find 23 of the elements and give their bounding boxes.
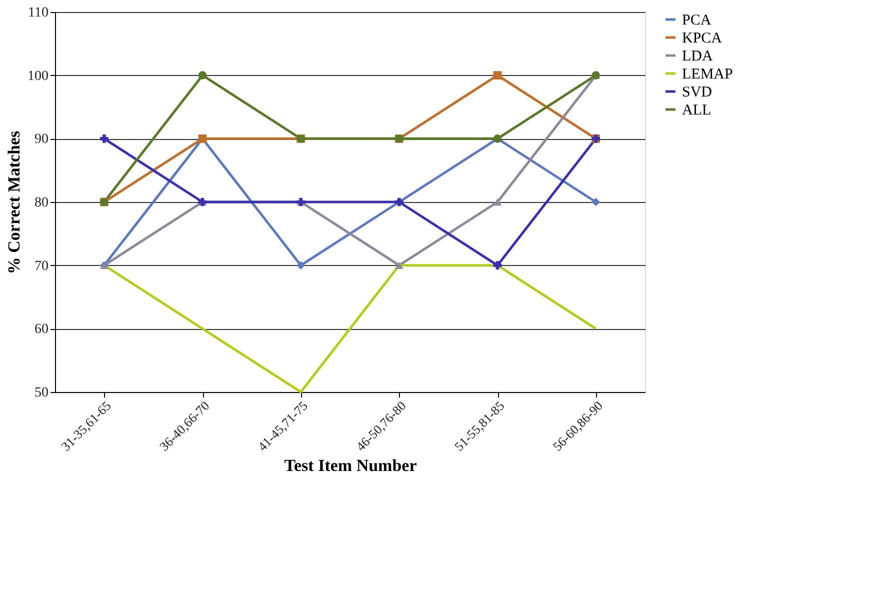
point — [198, 71, 207, 80]
y-tick-label: 70 — [34, 258, 48, 274]
x-axis-title: Test Item Number — [284, 456, 418, 475]
point — [592, 198, 600, 206]
y-tick-label: 100 — [28, 68, 48, 84]
y-tick-label: 60 — [34, 322, 48, 338]
y-tick-label: 90 — [34, 132, 48, 148]
legend-label: SVD — [682, 84, 712, 100]
point — [394, 262, 404, 269]
point — [493, 261, 502, 270]
point — [100, 134, 108, 143]
y-axis-title: % Correct Matches — [4, 130, 24, 274]
y-tick-label: 50 — [34, 386, 48, 400]
legend-label: LEMAP — [682, 66, 733, 82]
legend-label: KPCA — [682, 30, 722, 46]
legend-label: ALL — [682, 102, 712, 118]
y-tick-label: 110 — [28, 6, 48, 20]
legend-label: PCA — [682, 12, 712, 28]
point — [493, 71, 502, 80]
y-tick-label: 80 — [34, 196, 48, 210]
legend-label: LDA — [682, 48, 713, 64]
point — [493, 198, 502, 206]
point — [296, 261, 306, 270]
